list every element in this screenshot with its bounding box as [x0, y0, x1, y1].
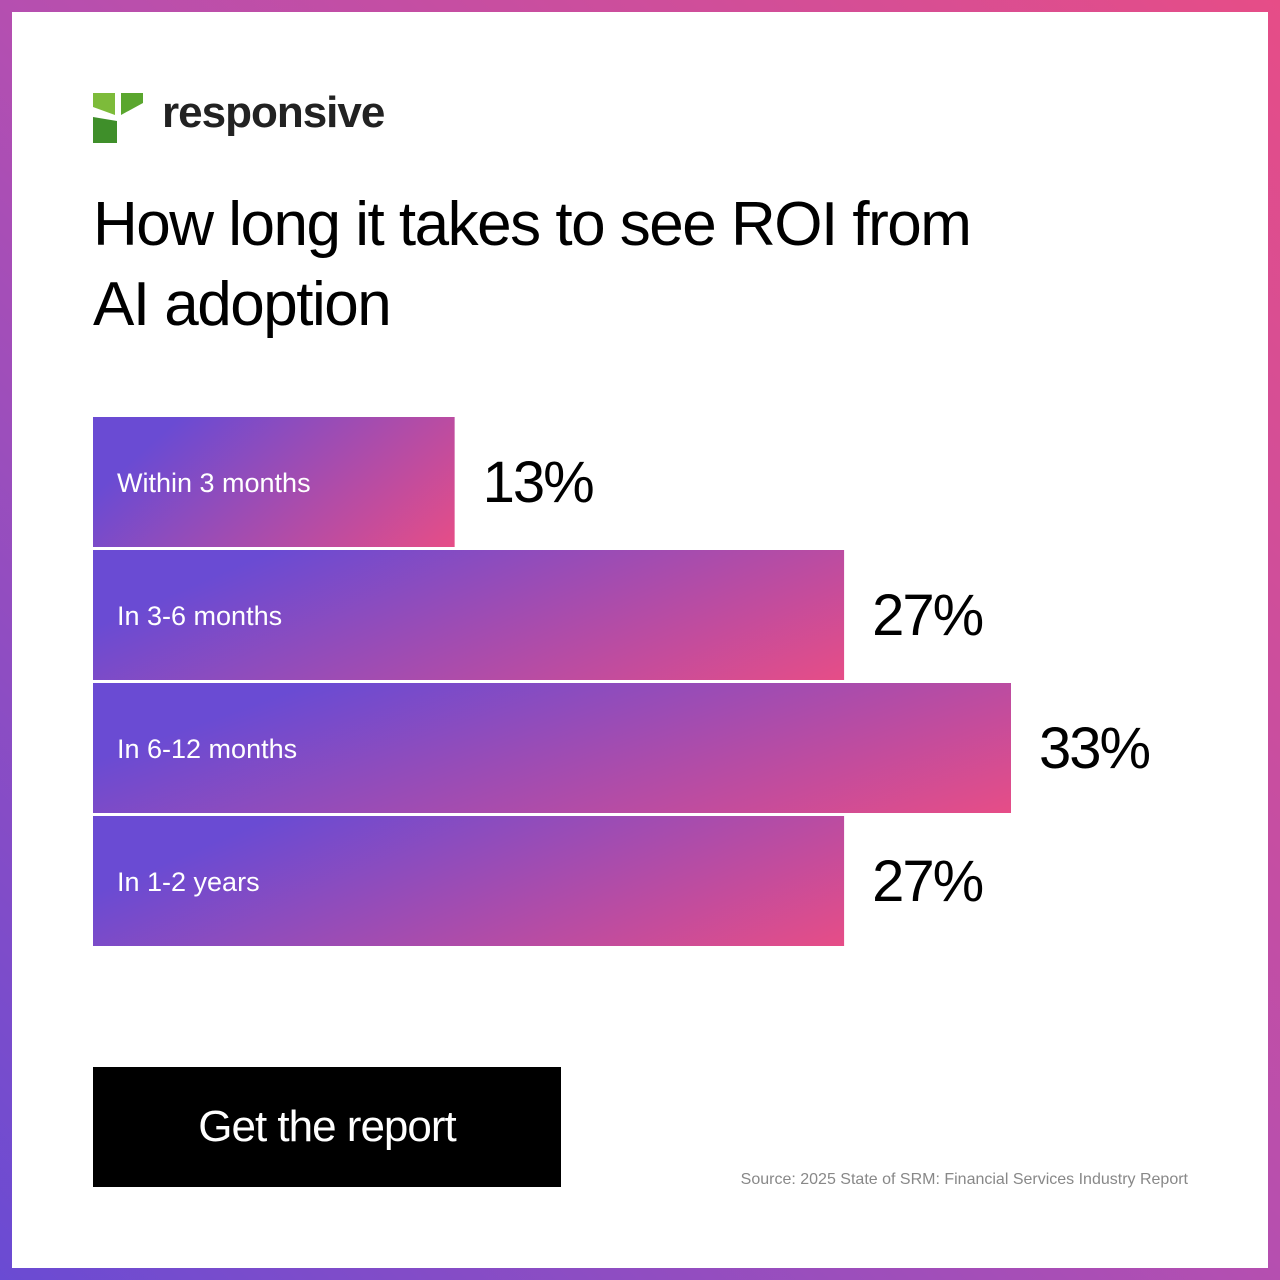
category-label: Within 3 months [117, 468, 311, 498]
cta-button[interactable]: Get the report [93, 1067, 561, 1187]
value-label: 27% [872, 849, 983, 914]
bar [93, 683, 1011, 813]
value-label: 27% [872, 583, 983, 648]
brand: responsive [162, 88, 385, 137]
category-label: In 3-6 months [117, 601, 282, 631]
value-label: 33% [1039, 716, 1150, 781]
category-label: In 6-12 months [117, 734, 297, 764]
bar [93, 550, 845, 680]
logo [93, 93, 143, 143]
category-label: In 1-2 years [117, 867, 260, 897]
bar [93, 816, 845, 946]
chart: Within 3 months 13% In 3-6 months 27% In 6-1… [93, 417, 1152, 946]
value-label: 13% [483, 450, 594, 515]
source-note: Source: 2025 State of SRM: Financial Ser… [740, 1171, 1188, 1188]
chart-title: How long it takes to see ROI from AI ado… [93, 190, 972, 339]
bar [93, 417, 455, 547]
